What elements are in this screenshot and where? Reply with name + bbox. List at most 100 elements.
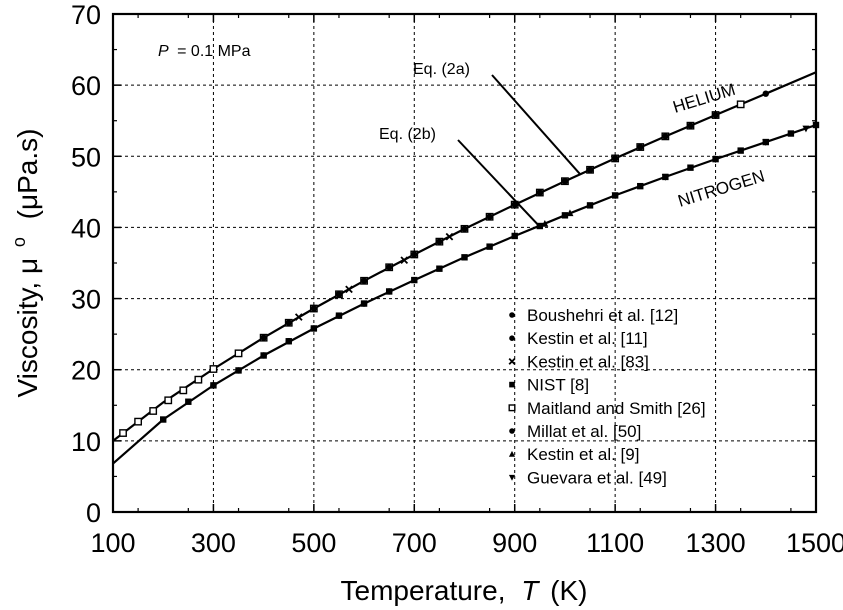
point-guevara-et-al-49 [802,125,810,133]
y-axis-title-unit: (μPa.s) [12,129,43,220]
point-maitland-and-smith-26 [234,349,243,358]
point-millat-et-al-50 [411,251,418,258]
point-maitland-and-smith-26 [736,100,745,109]
point-maitland-and-smith-26 [134,417,143,426]
point-guevara-et-al-49 [762,139,770,146]
legend: Boushehri et al. [12] Kestin et al. [11] K… [508,306,706,487]
point-kestin-et-al-9 [541,220,549,227]
legend-marker [508,450,516,457]
x-tick-label: 1100 [586,528,644,558]
legend-marker [508,357,516,365]
point-millat-et-al-50 [360,277,368,284]
point-millat-et-al-50 [611,155,619,162]
point-kestin-et-al-83 [445,232,454,241]
point-millat-et-al-50 [586,166,594,174]
x-axis-title-variable: T [521,575,540,606]
axis-ticks [112,13,817,513]
point-nist-8 [637,182,644,190]
point-maitland-and-smith-26 [194,375,203,384]
grid [113,14,816,512]
data-markers [119,90,820,437]
point-nist-8 [436,265,443,272]
point-millat-et-al-50 [310,305,318,312]
point-guevara-et-al-49 [661,174,669,181]
point-nist-8 [210,382,217,389]
point-millat-et-al-50 [436,238,443,245]
point-nist-8 [787,130,795,137]
point-millat-et-al-50 [712,111,719,119]
legend-label: Boushehri et al. [12] [527,306,678,325]
point-nist-8 [737,147,744,154]
y-tick-label: 30 [71,285,101,315]
x-tick-label: 1500 [786,528,843,558]
point-nist-8 [360,300,368,307]
series-lines [112,71,817,465]
legend-marker [509,312,515,318]
legend-label: Kestin et al. [11] [527,329,648,348]
condition-variable: P [158,43,169,60]
legend-marker [509,428,515,434]
point-maitland-and-smith-26 [209,365,218,373]
point-millat-et-al-50 [461,225,468,233]
point-maitland-and-smith-26 [164,396,173,405]
eq2a-label: Eq. (2a) [413,61,470,78]
point-millat-et-al-50 [637,143,644,151]
point-millat-et-al-50 [260,334,267,341]
point-millat-et-al-50 [335,291,343,298]
point-nist-8 [335,312,343,319]
y-axis-title: Viscosity, μ o (μPa.s) [0,129,43,398]
point-millat-et-al-50 [385,264,393,271]
legend-label: Kestin et al. [9] [527,445,639,464]
point-nist-8 [486,243,493,250]
point-millat-et-al-50 [536,189,544,196]
point-kestin-et-al-83 [400,256,409,264]
y-tick-label: 50 [71,142,101,172]
y-tick-label: 40 [71,213,101,243]
helium-curve-label: HELIUM [671,80,738,117]
point-nist-8 [411,276,418,284]
point-maitland-and-smith-26 [119,429,127,437]
point-nist-8 [235,367,242,374]
point-millat-et-al-50 [486,213,493,220]
legend-label: Millat et al. [50] [527,422,641,441]
point-nist-8 [185,398,192,405]
point-millat-et-al-50 [662,133,669,140]
nitrogen-curve-label: NITROGEN [676,166,767,210]
x-axis-title: Temperature, T (K) [341,575,588,606]
condition-value: = 0.1 MPa [177,43,250,60]
point-maitland-and-smith-26 [179,386,188,395]
point-maitland-and-smith-26 [149,407,158,415]
x-tick-label: 500 [291,528,336,558]
point-millat-et-al-50 [687,122,694,129]
x-tick-label: 300 [191,528,236,558]
eq2b-label: Eq. (2b) [379,126,436,143]
point-millat-et-al-50 [762,90,769,97]
y-tick-label: 10 [71,427,101,457]
x-tick-label: 900 [492,528,537,558]
y-axis-title-superscript: o [9,237,29,247]
point-millat-et-al-50 [285,319,292,326]
x-axis-title-label: Temperature, [341,575,506,606]
x-tick-label: 1300 [686,528,746,558]
y-tick-label: 60 [71,71,101,101]
y-tick-label: 0 [86,498,101,528]
point-nist-8 [511,232,518,240]
point-nist-8 [260,352,267,359]
legend-label: NIST [8] [527,376,589,395]
point-guevara-et-al-49 [712,156,720,163]
legend-label: Kestin et al. [83] [527,352,649,371]
legend-marker [509,335,515,342]
condition-label: P = 0.1 MPa [158,43,251,60]
point-nist-8 [310,325,318,332]
legend-label: Maitland and Smith [26] [527,399,706,418]
x-axis-title-unit: (K) [550,575,587,606]
series-line-nitrogen [112,123,817,465]
x-tick-label: 700 [392,528,437,558]
y-tick-label: 20 [71,356,101,386]
point-nist-8 [687,164,694,171]
eq2a-leader-line [491,74,581,175]
annotations [457,74,581,228]
eq2b-leader-line [457,139,541,228]
point-nist-8 [461,254,468,261]
